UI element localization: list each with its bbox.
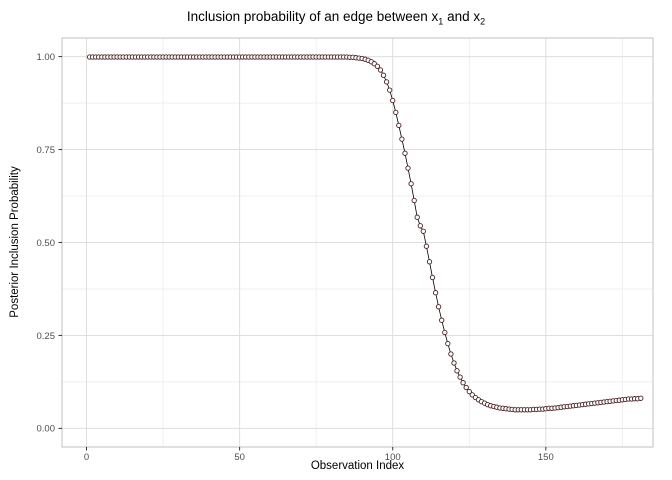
data-point <box>377 67 384 73</box>
data-point <box>454 368 460 374</box>
x-tick-label: 50 <box>234 452 245 463</box>
data-point <box>457 374 463 380</box>
plot-title-mid: and x <box>443 9 481 24</box>
data-point <box>390 97 396 104</box>
y-tick-label: 0.50 <box>37 238 56 249</box>
data-point <box>417 223 423 229</box>
data-point <box>396 122 402 129</box>
data-point <box>423 243 430 249</box>
data-point <box>460 380 466 386</box>
data-point <box>402 150 408 156</box>
data-point <box>429 274 436 281</box>
y-tick-label: 0.00 <box>37 424 56 435</box>
data-point <box>448 351 454 357</box>
axis-ticks <box>58 56 547 451</box>
x-tick-label: 0 <box>84 452 89 463</box>
data-point <box>383 79 390 85</box>
data-point <box>408 181 414 187</box>
y-axis-title: Posterior Inclusion Probability <box>9 166 21 318</box>
plot-title-text: Inclusion probability of an edge between… <box>186 9 439 24</box>
plot-title-sub1: 1 <box>438 16 444 27</box>
x-axis-title: Observation Index <box>310 460 405 472</box>
data-point <box>463 384 469 391</box>
data-point <box>380 72 387 78</box>
plot-title: Inclusion probability of an edge between… <box>0 9 672 30</box>
gridlines-minor <box>62 38 653 447</box>
data-point <box>420 228 426 234</box>
data-points <box>86 54 644 413</box>
data-point <box>466 388 472 395</box>
data-point <box>451 360 457 366</box>
data-point <box>439 317 445 323</box>
data-point <box>445 340 451 347</box>
data-point <box>414 214 420 220</box>
y-tick-label: 0.25 <box>37 331 56 342</box>
plot-title-sub2: 2 <box>480 16 486 27</box>
data-point <box>405 165 411 171</box>
y-tick-label: 0.75 <box>37 145 56 156</box>
axis-tick-labels: 0 50 100 150 0.00 0.25 0.50 0.75 1.00 <box>37 52 554 463</box>
data-point <box>399 136 405 142</box>
x-tick-label: 150 <box>538 452 554 463</box>
data-point <box>638 395 644 401</box>
data-point <box>442 329 448 336</box>
data-point <box>432 290 439 296</box>
data-point <box>435 304 442 310</box>
data-point <box>387 87 393 93</box>
x-tick-label: 100 <box>385 452 401 463</box>
y-tick-label: 1.00 <box>37 52 56 63</box>
data-point <box>411 197 417 204</box>
data-point <box>374 63 381 69</box>
data-point <box>393 109 399 116</box>
data-point <box>426 259 433 265</box>
